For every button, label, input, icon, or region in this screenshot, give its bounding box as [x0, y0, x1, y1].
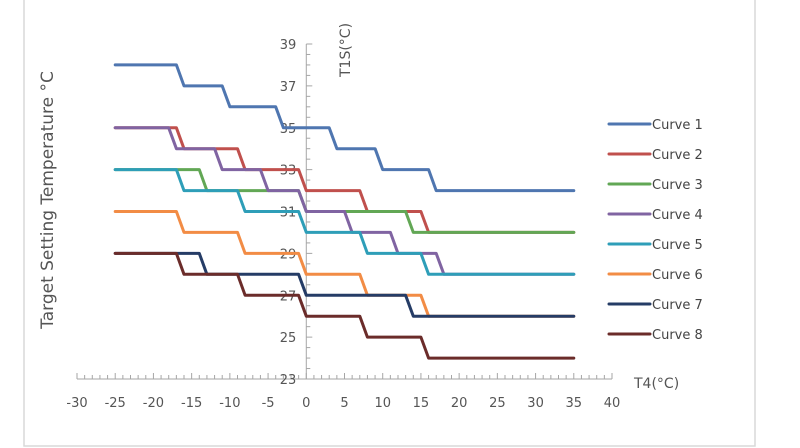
series-line-curve-3	[113, 168, 576, 234]
x-tick-label: 35	[566, 396, 583, 411]
series-line-curve-5	[113, 168, 576, 276]
legend-label: Curve 5	[652, 238, 703, 253]
legend-label: Curve 7	[652, 298, 703, 313]
x-tick-label: 5	[340, 396, 348, 411]
legend-item-curve-3: Curve 3	[607, 178, 703, 193]
x-tick-label: 0	[302, 396, 310, 411]
x-tick-label: 25	[489, 396, 506, 411]
legend-label: Curve 2	[652, 148, 703, 163]
series-lines	[113, 63, 576, 360]
x-tick-label: -20	[143, 396, 164, 411]
legend-label: Curve 8	[652, 328, 703, 343]
legend-label: Curve 3	[652, 178, 703, 193]
y-tick-label: 39	[280, 38, 297, 53]
legend-item-curve-8: Curve 8	[607, 328, 703, 343]
legend-label: Curve 6	[652, 268, 703, 283]
legend: Curve 1 Curve 2 Curve 3 Curve 4 Curve 5 Curve…	[607, 118, 703, 343]
chart-frame	[23, 0, 756, 447]
x-tick-label: 20	[451, 396, 468, 411]
y-tick-label: 33	[280, 164, 297, 179]
legend-item-curve-5: Curve 5	[607, 238, 703, 253]
axes: -30 -25 -20 -15 -10 -5 0 5 10 15 20 25 30 35 403937353…	[66, 38, 620, 411]
x-tick-label: 10	[374, 396, 391, 411]
series-line-curve-1	[113, 63, 576, 193]
x-tick-label: -25	[105, 396, 126, 411]
x-tick-label: -15	[181, 396, 202, 411]
series-line-curve-6	[113, 210, 576, 318]
x-tick-label: -10	[219, 396, 240, 411]
y-axis-label: Target Setting Temperature °C	[38, 71, 58, 330]
x-tick-label: 15	[413, 396, 430, 411]
series-line-curve-2	[113, 126, 576, 234]
y-axis-title: T1S(°C)	[338, 23, 354, 78]
series-line-curve-8	[113, 251, 576, 360]
legend-item-curve-7: Curve 7	[607, 298, 703, 313]
legend-item-curve-4: Curve 4	[607, 208, 703, 223]
y-tick-label: 23	[280, 373, 297, 388]
y-tick-label: 25	[280, 331, 297, 346]
legend-label: Curve 4	[652, 208, 703, 223]
y-tick-label: 37	[280, 80, 297, 95]
x-tick-label: -30	[66, 396, 87, 411]
legend-item-curve-2: Curve 2	[607, 148, 703, 163]
legend-item-curve-6: Curve 6	[607, 268, 703, 283]
legend-item-curve-1: Curve 1	[607, 118, 703, 133]
legend-label: Curve 1	[652, 118, 703, 133]
x-tick-label: -5	[262, 396, 275, 411]
x-tick-label: 40	[604, 396, 621, 411]
x-tick-label: 30	[527, 396, 544, 411]
x-axis-label: T4(°C)	[633, 376, 679, 392]
series-line-curve-7	[113, 251, 576, 318]
